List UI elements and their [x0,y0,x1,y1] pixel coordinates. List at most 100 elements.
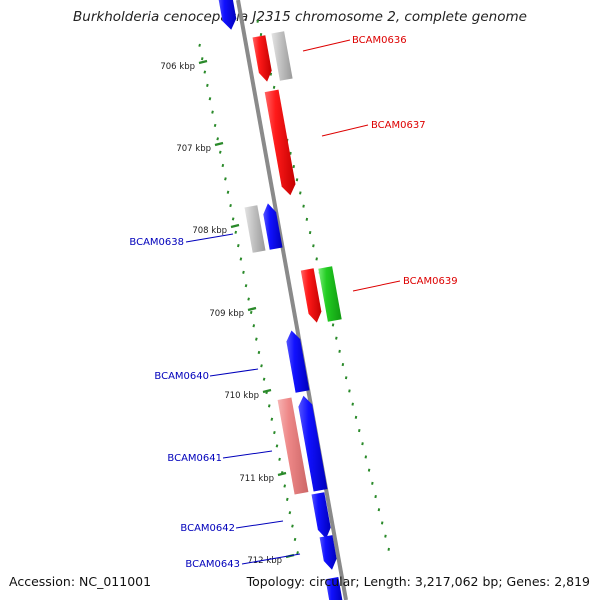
gene-glyph-grey-2[interactable] [244,205,266,253]
gene-label-bcam0636[interactable]: BCAM0636 [352,35,407,46]
gene-labels: BCAM0636 BCAM0637 BCAM0638 BCAM0639 BCAM0640… [129,35,457,570]
inner-track-dash [239,257,243,261]
outer-track-dash [312,244,315,248]
inner-track-dash [288,511,292,515]
kbp-tick-label: 712 kbp [247,556,282,566]
inner-track-dash [257,350,261,355]
inner-track-dash [211,110,214,114]
gene-glyph-bcam0638[interactable] [263,203,283,250]
outer-track-dash [335,336,338,340]
outer-track-dash [377,508,381,512]
gene-features [218,0,343,600]
outer-track-dash [315,257,318,261]
accession-text: Accession: NC_011001 [9,574,152,589]
outer-track-dash [371,481,374,485]
kbp-tick-mark [247,306,257,312]
kbp-tick-mark [262,388,272,394]
outer-track-dash [351,402,354,406]
inner-track-dash [208,97,212,101]
outer-track-dash [384,534,387,538]
outer-track-dash [308,230,312,235]
gene-glyph-bcam0639[interactable] [300,268,322,323]
inner-track-dash [224,177,227,181]
outer-track-dash [272,85,276,89]
inner-track-dash [216,137,220,141]
gene-glyph-pink[interactable] [277,397,309,495]
gene-glyph-bcam0641[interactable] [298,395,328,492]
gene-label-bcam0641[interactable]: BCAM0641 [167,453,222,464]
outer-track-dash [354,415,358,419]
gene-glyph-green[interactable] [318,266,342,322]
kbp-tick-mark [214,141,224,147]
inner-track-dash [252,324,256,328]
kbp-tick-label: 707 kbp [176,144,211,154]
inner-track-dash [200,57,204,61]
inner-track-dash [270,417,274,421]
gene-glyph-bcam0640[interactable] [286,330,310,393]
outer-track-dash [256,19,259,23]
kbp-tick-mark [198,59,208,65]
kbp-tick-label: 710 kbp [224,391,259,401]
gene-glyph-grey-1[interactable] [271,31,293,81]
inner-track-dash [213,123,217,128]
inner-track-dash [285,497,289,501]
inner-track-dash [249,310,253,315]
inner-track-dash [293,537,297,542]
gene-glyph-bcam0637[interactable] [264,89,296,196]
gene-label-bcam0639[interactable]: BCAM0639 [403,276,458,287]
gene-glyph-blue-bottom[interactable] [325,577,343,600]
outer-track-dash [364,455,368,459]
inner-track-dash [296,551,299,555]
outer-track-dash [344,376,348,380]
outer-track-dash [299,191,302,195]
inner-track-dash [236,244,240,248]
inner-track-dash [244,284,248,288]
inner-track-dash [221,163,225,168]
gene-label-leader [241,553,301,565]
kbp-tick-label: 708 kbp [192,226,227,236]
gene-label-leader [352,280,401,292]
gene-label-bcam0640[interactable]: BCAM0640 [154,371,209,382]
outer-track-dash [302,204,305,208]
gene-label-bcam0637[interactable]: BCAM0637 [371,120,426,131]
kbp-ticks: 706 kbp 707 kbp 708 kbp 709 kbp 710 kbp 711 k… [160,59,295,566]
outer-track-dash [374,494,377,499]
tick-tracks [198,19,390,555]
inner-track-dash [229,203,232,208]
inner-track-dash [247,297,250,301]
gene-label-leader [235,520,284,529]
outer-track-dash [341,362,345,367]
gene-glyph-bcam0636[interactable] [252,35,272,82]
outer-track-dash [348,389,351,393]
inner-track-dash [203,70,207,74]
gene-glyph-bcam0643[interactable] [319,535,337,570]
inner-track-dash [260,364,263,368]
inner-track-dash [267,404,271,408]
outer-track-dash [387,547,390,551]
kbp-tick-label: 706 kbp [160,62,195,72]
gene-label-bcam0642[interactable]: BCAM0642 [180,523,235,534]
inner-track-dash [255,337,258,341]
inner-track-dash [242,270,245,274]
outer-track-dash [259,32,263,37]
topology-text: Topology: circular; Length: 3,217,062 bp… [246,574,590,589]
gene-label-leader [209,368,259,377]
inner-track-dash [206,83,209,87]
inner-track-dash [234,230,238,234]
gene-label-leader [302,39,351,52]
map-title: Burkholderia cenocepacia J2315 chromosom… [73,9,527,25]
inner-track-dash [218,150,222,154]
gene-label-bcam0643[interactable]: BCAM0643 [185,559,240,570]
outer-track-dash [331,323,335,327]
outer-track-dash [292,164,296,169]
gene-glyph-bcam0642[interactable] [311,492,331,539]
gene-label-leader [185,233,234,243]
outer-track-dash [380,521,384,525]
inner-track-dash [278,457,281,461]
inner-track-dash [262,377,266,381]
kbp-tick-mark [230,223,240,229]
inner-track-dash [275,444,279,448]
gene-label-bcam0638[interactable]: BCAM0638 [129,237,184,248]
gene-glyph-blue-top[interactable] [218,0,237,30]
